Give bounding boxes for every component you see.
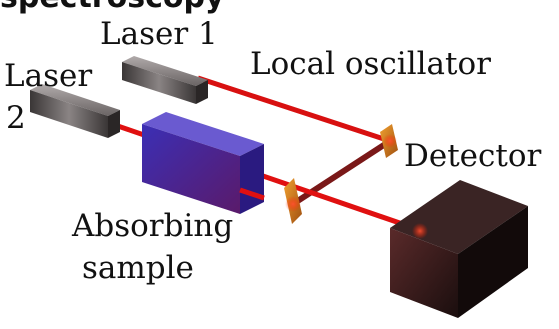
label-absorbing-line1: Absorbing (71, 208, 233, 244)
beam-laser1 (197, 75, 391, 144)
beam-splitter (284, 178, 302, 224)
label-laser1: Laser 1 (100, 16, 218, 52)
local-oscillator-mirror (380, 124, 398, 158)
absorbing-sample (142, 112, 264, 214)
title-partial: spectroscopy (0, 0, 225, 15)
detector-body (390, 180, 528, 318)
label-laser2-line2: 2 (6, 100, 26, 136)
label-absorbing-line2: sample (82, 250, 194, 286)
label-local-oscillator: Local oscillator (250, 46, 491, 82)
label-detector: Detector (404, 138, 541, 174)
beam-local-oscillator (291, 138, 392, 207)
label-laser2-line1: Laser (4, 58, 92, 94)
laser1-body (122, 56, 208, 104)
detector-beam-spot (412, 223, 428, 239)
laser2-body (30, 84, 120, 138)
beam-through-sample (239, 187, 265, 201)
